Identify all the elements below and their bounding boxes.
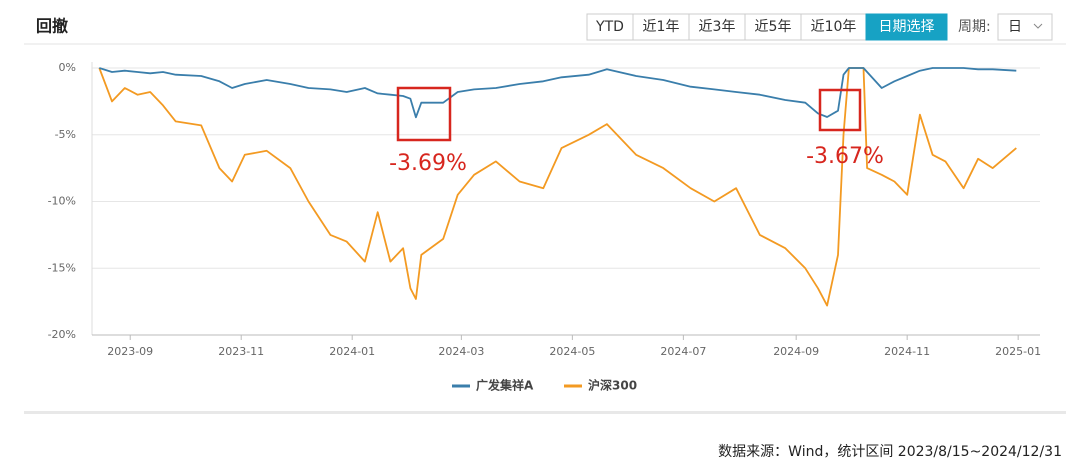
footer-divider	[24, 411, 1066, 414]
plot: 0% -5% -10% -15% -20% 2023-09 2023-11 2024-01 20…	[48, 61, 1042, 358]
chart-title: 回撤	[36, 17, 68, 36]
range-button-label[interactable]: 近5年	[755, 19, 792, 35]
period-select[interactable]	[997, 13, 1053, 41]
x-tick-label: 2024-11	[884, 345, 930, 358]
x-tick-label: 2024-05	[549, 345, 595, 358]
x-tick-label: 2023-09	[107, 345, 153, 358]
x-tick-label: 2024-09	[773, 345, 819, 358]
range-button-label[interactable]: 近3年	[699, 19, 736, 35]
x-tick-label: 2024-01	[329, 345, 375, 358]
range-button-label[interactable]: 近1年	[643, 19, 680, 35]
y-tick-label: 0%	[59, 61, 76, 74]
range-buttons: YTD 近1年 近3年 近5年 近10年 日期选择	[586, 13, 948, 41]
x-tick-label: 2024-03	[438, 345, 484, 358]
x-tick-label: 2025-01	[995, 345, 1041, 358]
series-line	[98, 67, 1017, 307]
legend: 广发集祥A 沪深300	[452, 378, 637, 393]
source-note: 数据来源：Wind，统计区间 2023/8/15~2024/12/31	[718, 444, 1062, 460]
y-tick-label: -20%	[48, 328, 76, 341]
y-tick-label: -15%	[48, 261, 76, 274]
highlight-box	[818, 88, 862, 132]
y-tick-label: -10%	[48, 195, 76, 208]
period-value[interactable]: 日	[1008, 19, 1022, 35]
annotation: -3.67%	[806, 144, 884, 169]
range-button-label[interactable]: YTD	[595, 19, 624, 35]
range-button-label[interactable]: 日期选择	[879, 19, 935, 35]
highlight-box	[396, 86, 452, 142]
dropdown-caret	[1033, 23, 1043, 29]
y-tick-label: -5%	[55, 128, 76, 141]
annotation: -3.69%	[389, 151, 467, 176]
range-button[interactable]	[688, 13, 746, 41]
x-tick-label: 2023-11	[218, 345, 264, 358]
series-line	[99, 67, 1017, 119]
range-button-label[interactable]: 近10年	[811, 19, 857, 35]
legend-label: 沪深300	[588, 378, 637, 393]
range-button[interactable]	[632, 13, 690, 41]
legend-label: 广发集祥A	[476, 378, 534, 393]
period-label: 周期:	[958, 19, 991, 35]
range-button[interactable]	[865, 13, 948, 41]
x-tick-label: 2024-07	[660, 345, 706, 358]
